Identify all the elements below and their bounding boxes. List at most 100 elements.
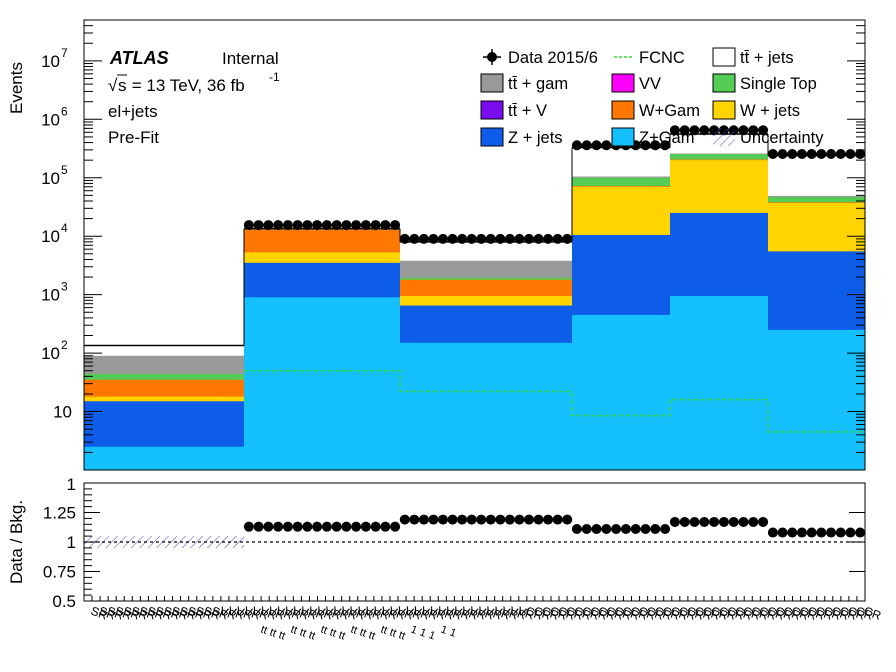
x-tick-label: CR <box>548 604 569 623</box>
x-tick-label: CR <box>781 604 802 623</box>
ratio-point <box>571 524 582 535</box>
ratio-point <box>504 514 515 525</box>
bar-z_gam-bin-6 <box>768 329 865 470</box>
x-tick-sublabel: tt <box>259 624 269 637</box>
ratio-point <box>380 521 391 532</box>
legend-item: Data 2015/6 <box>483 49 598 67</box>
x-tick-label: CR <box>572 604 593 623</box>
ratio-point <box>292 521 303 532</box>
legend-item: Z+Gam <box>611 127 694 147</box>
x-tick-label: VR <box>500 604 521 623</box>
x-tick-label: VR <box>371 604 392 623</box>
data-point <box>428 233 439 244</box>
ratio-point <box>495 514 506 525</box>
ratio-point <box>718 516 729 527</box>
x-tick-label: SR <box>210 604 231 623</box>
ratio-point <box>321 521 332 532</box>
x-tick-label: VR <box>411 604 432 623</box>
ratio-point <box>826 527 837 538</box>
x-tick-label: CR <box>789 604 810 623</box>
x-tick-label: VR <box>234 604 255 623</box>
x-tick-label: CR <box>725 604 746 623</box>
ratio-point <box>552 514 563 525</box>
x-tick-label: CR <box>604 604 625 623</box>
ratio-point <box>273 521 284 532</box>
data-point <box>331 220 342 231</box>
ratio-point <box>611 524 622 535</box>
ratio-point <box>777 527 788 538</box>
energy-value: = 13 TeV, 36 fb <box>127 76 245 95</box>
data-point <box>601 140 612 151</box>
x-tick-label: CR <box>838 604 859 623</box>
data-point <box>282 220 293 231</box>
ratio-point <box>748 516 759 527</box>
ratio-point <box>428 514 439 525</box>
x-tick-sublabel: tt <box>319 624 329 637</box>
svg-text:√: √ <box>108 76 118 95</box>
data-point <box>699 125 710 136</box>
x-tick-label: CR <box>628 604 649 623</box>
x-tick-sublabel: tt <box>379 624 389 637</box>
x-tick-label: VR <box>242 604 263 623</box>
ratio-point <box>360 521 371 532</box>
x-tick-label: VR <box>282 604 303 623</box>
x-tick-label: VR <box>435 604 456 623</box>
x-tick-label: CR <box>830 604 851 623</box>
legend-swatch <box>712 47 736 67</box>
x-tick-sublabel: tt <box>277 629 287 642</box>
bar-z_gam-bin-2 <box>244 297 400 470</box>
x-tick-label: VR <box>331 604 352 623</box>
x-tick-label: VR <box>492 604 513 623</box>
x-tick-label: SR <box>105 604 126 623</box>
x-tick-label: VR <box>347 604 368 623</box>
ratio-point <box>390 521 401 532</box>
x-axis-labels: SRSRSRSRSRSRSRSRSRSRSRSRSRSRSRSRVRVRVRVR… <box>83 596 883 643</box>
data-point <box>767 148 778 159</box>
legend-label: Single Top <box>740 75 817 93</box>
ratio-point <box>709 516 720 527</box>
x-tick-label: CR <box>773 604 794 623</box>
data-point <box>855 148 866 159</box>
ratio-y-tick-label: 0.75 <box>43 563 76 582</box>
data-point <box>302 220 313 231</box>
ratio-point <box>835 527 846 538</box>
ratio-point <box>591 524 602 535</box>
data-point <box>292 220 303 231</box>
ratio-point <box>253 521 264 532</box>
ratio-point <box>758 516 769 527</box>
ratio-point <box>787 527 798 538</box>
data-point <box>243 220 254 231</box>
legend-label: Z+Gam <box>639 129 694 147</box>
x-tick-label: VR <box>516 604 537 623</box>
x-tick-label: VR <box>379 604 400 623</box>
x-tick-sublabel: tt <box>337 629 347 642</box>
x-tick-label: VR <box>322 604 343 623</box>
x-tick-label: VR <box>314 604 335 623</box>
ratio-point <box>728 516 739 527</box>
ratio-point <box>630 524 641 535</box>
x-tick-label: CR <box>580 604 601 623</box>
x-tick-label: CR <box>620 604 641 623</box>
y-tick-exponent: 3 <box>61 280 68 294</box>
data-point <box>845 148 856 159</box>
legend-item: FCNC <box>614 49 685 67</box>
ratio-point <box>438 514 448 525</box>
x-tick-label: SR <box>97 604 118 623</box>
x-tick-label: VR <box>403 604 424 623</box>
ratio-point <box>806 527 817 538</box>
data-points <box>243 125 866 244</box>
data-point <box>312 220 323 231</box>
stacked-bars <box>84 133 865 471</box>
data-point <box>571 140 582 151</box>
x-tick-label: VR <box>419 604 440 623</box>
ratio-point <box>679 516 690 527</box>
lumi-exponent: -1 <box>269 70 280 84</box>
x-tick-label: SR <box>202 604 223 623</box>
x-tick-label: VR <box>218 604 239 623</box>
ratio-point <box>699 516 710 527</box>
x-tick-label: CR <box>636 604 657 623</box>
legend-swatch <box>611 127 635 147</box>
ratio-y-tick-label: 0.5 <box>52 592 76 611</box>
ratio-point <box>514 514 525 525</box>
